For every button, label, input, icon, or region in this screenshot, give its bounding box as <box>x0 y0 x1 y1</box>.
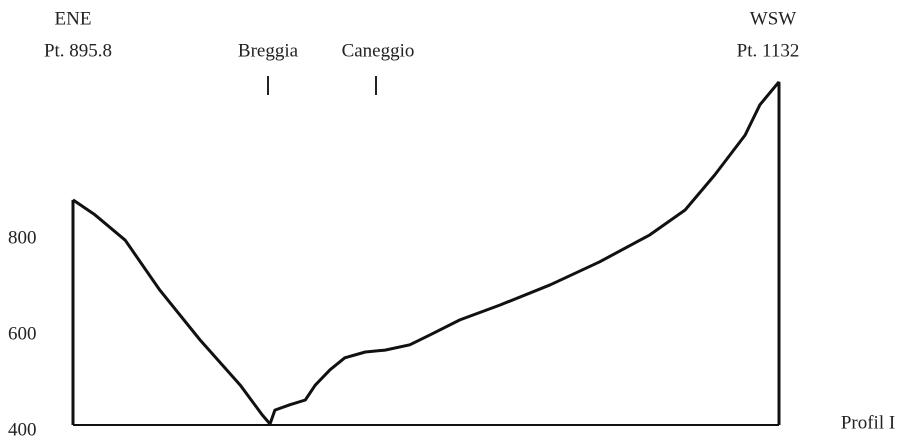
profile-label: Profil I <box>841 412 895 433</box>
y-tick-label: 800 <box>8 227 37 248</box>
y-tick-label: 400 <box>8 419 37 440</box>
profile-line <box>72 80 781 426</box>
direction-label: ENE <box>55 8 92 29</box>
point-label: Pt. 1132 <box>737 40 800 61</box>
y-tick-label: 600 <box>8 323 37 344</box>
direction-label: WSW <box>750 8 797 29</box>
river-label: Caneggio <box>342 40 415 61</box>
river-label: Breggia <box>238 40 299 61</box>
point-label: Pt. 895.8 <box>44 40 112 61</box>
